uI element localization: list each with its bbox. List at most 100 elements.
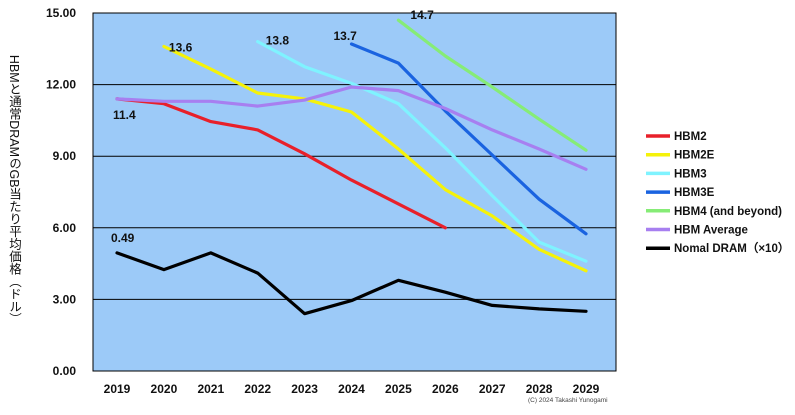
data-point bbox=[350, 299, 353, 302]
y-tick-label: 15.00 bbox=[46, 6, 76, 20]
x-tick-label: 2026 bbox=[432, 382, 459, 396]
data-point bbox=[350, 82, 353, 85]
data-point bbox=[538, 198, 540, 200]
data-point bbox=[444, 110, 446, 112]
data-point bbox=[210, 120, 212, 123]
plot-area bbox=[93, 13, 616, 371]
data-point bbox=[491, 86, 493, 88]
data-point bbox=[585, 168, 587, 170]
x-tick-label: 2019 bbox=[104, 382, 131, 396]
series-layer bbox=[115, 18, 588, 316]
data-point bbox=[257, 129, 259, 131]
data-point bbox=[304, 153, 306, 155]
data-point bbox=[397, 103, 399, 105]
legend-label: Nomal DRAM（×10） bbox=[674, 241, 789, 255]
x-tick-label: 2020 bbox=[151, 382, 178, 396]
data-point bbox=[397, 19, 399, 21]
data-point bbox=[350, 86, 353, 88]
y-tick-label: 3.00 bbox=[53, 292, 77, 306]
data-point bbox=[304, 313, 306, 315]
data-point bbox=[350, 179, 353, 181]
series-line-3 bbox=[349, 42, 588, 236]
x-tick-label: 2027 bbox=[479, 382, 506, 396]
legend-label: HBM3 bbox=[674, 168, 707, 180]
data-point bbox=[397, 279, 399, 281]
y-tick-label: 9.00 bbox=[53, 149, 77, 163]
data-point bbox=[538, 248, 540, 250]
y-tick-label: 0.00 bbox=[53, 364, 77, 378]
data-point bbox=[491, 129, 493, 131]
series-line-0 bbox=[115, 97, 447, 230]
data-point bbox=[538, 241, 540, 243]
data-label: 14.7 bbox=[410, 8, 434, 22]
x-tick-label: 2024 bbox=[338, 382, 365, 396]
data-point bbox=[491, 194, 493, 197]
series-line-2 bbox=[256, 39, 588, 263]
data-label: 0.49 bbox=[111, 231, 135, 245]
data-point bbox=[585, 310, 587, 312]
data-point bbox=[397, 62, 399, 64]
data-point bbox=[397, 89, 399, 92]
legend-label: HBM4 (and beyond) bbox=[674, 206, 782, 218]
data-point bbox=[304, 66, 306, 68]
data-point bbox=[163, 268, 165, 271]
data-point bbox=[304, 99, 306, 101]
data-label: 13.6 bbox=[169, 40, 193, 54]
copyright-credit: (C) 2024 Takashi Yunogami bbox=[528, 397, 608, 404]
legend-label: HBM Average bbox=[674, 225, 748, 237]
x-tick-label: 2029 bbox=[573, 382, 600, 396]
data-point bbox=[116, 252, 118, 254]
data-point bbox=[210, 68, 212, 70]
data-point bbox=[210, 100, 212, 102]
data-point bbox=[163, 100, 165, 102]
y-tick-label: 12.00 bbox=[46, 78, 76, 92]
data-point bbox=[257, 92, 259, 94]
data-point bbox=[585, 233, 587, 235]
x-tick-label: 2025 bbox=[385, 382, 412, 396]
data-point bbox=[397, 148, 399, 150]
data-point bbox=[585, 149, 587, 151]
data-label: 13.8 bbox=[266, 34, 290, 48]
data-point bbox=[163, 103, 165, 105]
x-tick-label: 2023 bbox=[291, 382, 318, 396]
data-point bbox=[491, 154, 493, 156]
data-point bbox=[538, 118, 540, 120]
data-labels: 13.6 13.8 13.7 14.7 11.4 0.49 bbox=[111, 8, 434, 245]
data-point bbox=[257, 272, 259, 274]
data-point bbox=[585, 260, 587, 262]
series-line-1 bbox=[162, 44, 588, 273]
data-point bbox=[350, 43, 353, 45]
data-point bbox=[210, 252, 212, 254]
legend-label: HBM2 bbox=[674, 131, 707, 143]
data-point bbox=[444, 291, 446, 293]
data-point bbox=[444, 147, 446, 149]
data-point bbox=[444, 107, 446, 110]
x-tick-label: 2021 bbox=[197, 382, 224, 396]
x-tick-label: 2022 bbox=[244, 382, 271, 396]
data-point bbox=[491, 215, 493, 217]
y-tick-label: 6.00 bbox=[53, 221, 77, 235]
data-point bbox=[491, 304, 493, 306]
data-point bbox=[257, 41, 259, 43]
data-point bbox=[585, 270, 587, 272]
data-label: 13.7 bbox=[334, 29, 358, 43]
legend-label: HBM2E bbox=[674, 150, 715, 162]
data-point bbox=[538, 308, 540, 310]
data-point bbox=[116, 98, 118, 100]
data-point bbox=[444, 55, 446, 57]
data-point bbox=[538, 148, 540, 150]
plot-border bbox=[92, 12, 617, 372]
data-point bbox=[444, 227, 446, 229]
data-point bbox=[397, 203, 399, 205]
y-axis-label: HBMと通常DRAMのGB当たり平均価格（ドル） bbox=[7, 55, 21, 325]
data-label: 11.4 bbox=[113, 108, 136, 122]
data-point bbox=[257, 105, 259, 107]
data-point bbox=[350, 111, 353, 113]
data-point bbox=[444, 189, 446, 191]
legend-label: HBM3E bbox=[674, 187, 715, 199]
legend: HBM2 HBM2E HBM3 HBM3E HBM4 (and beyond) HBM A… bbox=[646, 131, 789, 255]
data-point bbox=[163, 45, 165, 48]
x-axis: 2019 2020 2021 2022 2023 2024 2025 2026 2027 2028… bbox=[104, 382, 600, 396]
y-axis: 0.00 3.00 6.00 9.00 12.00 15.00 bbox=[46, 6, 76, 378]
